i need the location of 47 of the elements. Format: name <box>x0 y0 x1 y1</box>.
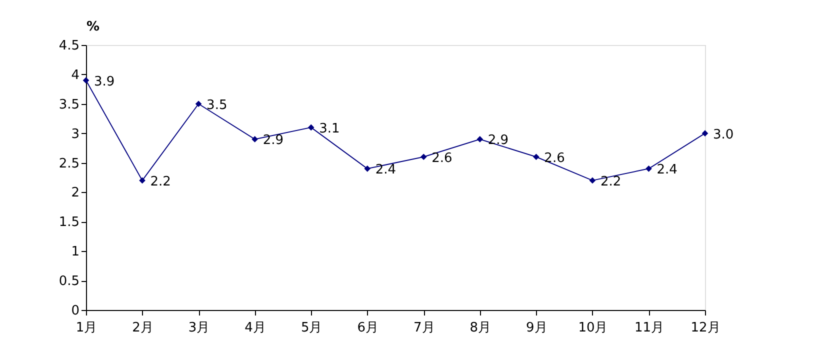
x-tick-label: 9月 <box>526 320 548 336</box>
data-label: 3.9 <box>94 74 115 90</box>
data-label: 3.1 <box>319 121 340 136</box>
point <box>646 166 652 172</box>
y-tick-label: 0 <box>71 304 80 318</box>
x-tick-label: 8月 <box>470 320 492 336</box>
point <box>308 124 314 131</box>
y-tick-label: 2 <box>71 186 80 201</box>
x-tick-label: 11月 <box>634 320 664 336</box>
x-tick-label: 3月 <box>188 320 210 336</box>
x-tick-label: 2月 <box>132 320 154 336</box>
y-tick-label: 4 <box>71 68 80 83</box>
data-label: 2.4 <box>656 162 678 178</box>
data-label: 3.5 <box>206 98 228 113</box>
point <box>589 177 596 184</box>
point <box>252 136 258 142</box>
y-tick-label: 2.5 <box>58 156 80 172</box>
point <box>82 77 90 84</box>
point <box>364 166 371 172</box>
data-label: 2.2 <box>150 174 171 190</box>
data-label: 2.9 <box>488 133 509 148</box>
x-tick-label: 4月 <box>244 320 266 336</box>
point <box>476 136 484 142</box>
x-tick-label: 6月 <box>357 320 379 336</box>
x-tick-label: 7月 <box>413 320 435 336</box>
x-tick-label: 12月 <box>690 320 720 336</box>
x-tick-label: 1月 <box>76 320 98 336</box>
point <box>420 154 427 160</box>
y-tick-label: 3.5 <box>58 97 80 112</box>
point <box>533 154 540 160</box>
x-tick-label: 10月 <box>578 320 608 336</box>
data-label: 2.6 <box>544 150 565 166</box>
data-label: 2.2 <box>600 174 622 190</box>
y-tick-label: 0.5 <box>58 274 80 290</box>
y-tick-label: 1 <box>71 244 80 260</box>
x-tick-label: 5月 <box>300 320 322 336</box>
point <box>702 130 708 136</box>
y-tick-label: 3 <box>71 126 80 142</box>
data-label: 2.4 <box>375 162 396 178</box>
y-tick-label: 4.5 <box>58 38 80 54</box>
y-axis-title: % <box>86 20 100 34</box>
data-label: 3.0 <box>713 127 734 142</box>
y-tick-label: 1.5 <box>58 215 80 230</box>
data-label: 2.9 <box>262 133 284 148</box>
point <box>195 100 202 108</box>
data-label: 2.6 <box>432 150 452 166</box>
point <box>139 177 146 184</box>
